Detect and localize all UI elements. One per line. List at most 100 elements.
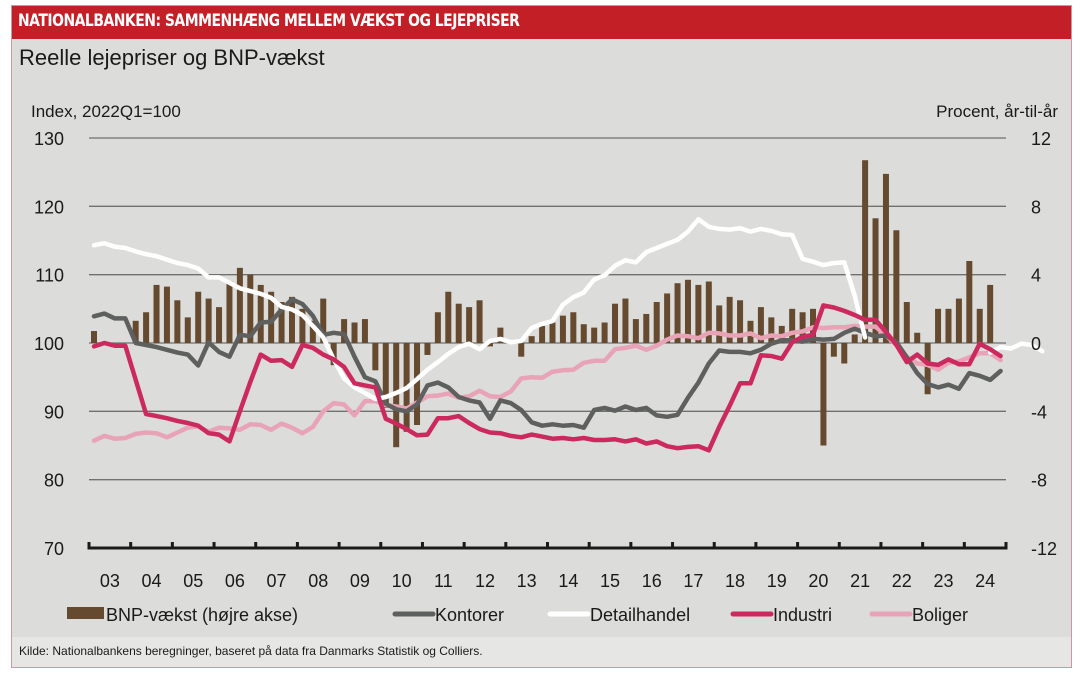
- bnp-bar: [820, 343, 827, 446]
- bnp-bar: [914, 332, 921, 343]
- bnp-bar: [247, 274, 254, 343]
- y-axis-right-label: Procent, år-til-år: [936, 102, 1058, 121]
- y-right-tick-label: -8: [1031, 471, 1047, 491]
- bnp-bar: [768, 317, 775, 343]
- x-tick-label: 11: [434, 571, 453, 591]
- bnp-bar: [924, 343, 931, 395]
- bnp-bar: [622, 298, 629, 343]
- x-tick-label: 15: [600, 571, 620, 591]
- legend-kontorer: Kontorer: [392, 605, 504, 625]
- bnp-bar: [851, 334, 858, 343]
- bnp-bar: [632, 319, 639, 343]
- boliger-line: [91, 323, 1003, 443]
- bnp-bar: [872, 218, 879, 343]
- bnp-bar: [424, 343, 431, 355]
- bnp-bar: [882, 173, 889, 343]
- bnp-bar: [528, 336, 535, 343]
- bnp-bar: [309, 320, 316, 343]
- detailhandel-line: [987, 341, 1045, 355]
- x-tick-label: 21: [850, 571, 870, 591]
- bnp-bar: [955, 298, 962, 343]
- x-tick-label: 19: [767, 571, 787, 591]
- bnp-bar: [591, 327, 598, 343]
- industri-line: [91, 303, 1003, 453]
- x-tick-label: 24: [975, 571, 995, 591]
- legend-label: Boliger: [912, 605, 968, 625]
- bnp-bar: [976, 308, 983, 343]
- x-tick-label: 12: [475, 571, 495, 591]
- bnp-bar: [143, 312, 150, 343]
- banner: NATIONALBANKEN: SAMMENHÆNG MELLEM VÆKST …: [12, 6, 1071, 39]
- y-left-tick-label: 80: [44, 471, 64, 491]
- bnp-bar: [935, 308, 942, 343]
- bnp-bar: [987, 284, 994, 343]
- bnp-bar: [299, 308, 306, 343]
- bnp-bar: [341, 319, 348, 343]
- x-tick-label: 04: [142, 571, 162, 591]
- x-tick-label: 03: [100, 571, 120, 591]
- bnp-bar: [288, 296, 295, 343]
- bnp-bar: [268, 291, 275, 343]
- y-left-tick-label: 70: [44, 539, 64, 559]
- bnp-bar: [466, 307, 473, 343]
- legend-swatch: [67, 607, 104, 619]
- bnp-bar: [862, 160, 869, 343]
- bnp-bar: [559, 315, 566, 343]
- bnp-bar: [476, 300, 483, 343]
- series-lines: [91, 217, 1045, 453]
- x-tick-label: 13: [517, 571, 537, 591]
- x-tick-label: 22: [892, 571, 912, 591]
- bnp-bar: [382, 343, 389, 408]
- legend-industri: Industri: [730, 605, 832, 625]
- legend-boliger: Boliger: [869, 605, 968, 625]
- legend-label: BNP-vækst (højre akse): [106, 605, 298, 625]
- x-tick-label: 09: [350, 571, 370, 591]
- bnp-bar: [539, 325, 546, 343]
- bnp-bar: [601, 322, 608, 343]
- x-tick-label: 23: [933, 571, 953, 591]
- bnp-bar: [903, 302, 910, 343]
- bnp-bar: [580, 324, 587, 343]
- source-bar: Kilde: Nationalbankens beregninger, base…: [12, 637, 1071, 667]
- bnp-bar: [653, 302, 660, 343]
- y-right-tick-label: 0: [1031, 334, 1041, 354]
- bnp-bar: [549, 322, 556, 343]
- bnp-bar: [163, 286, 170, 343]
- bnp-bar: [184, 317, 191, 343]
- bnp-bar: [445, 291, 452, 343]
- bnp-bar: [966, 261, 973, 343]
- x-tick-label: 17: [683, 571, 703, 591]
- legend-label: Industri: [773, 605, 832, 625]
- bnp-bar: [497, 327, 504, 343]
- y-left-tick-label: 130: [34, 129, 64, 149]
- x-tick-label: 16: [642, 571, 662, 591]
- bnp-bar: [132, 320, 139, 343]
- x-tick-label: 14: [558, 571, 578, 591]
- y-left-tick-label: 110: [35, 266, 64, 286]
- legend-label: Kontorer: [435, 605, 504, 625]
- bnp-bar: [570, 312, 577, 343]
- bnp-bar: [257, 284, 264, 343]
- x-tick-label: 08: [308, 571, 328, 591]
- bnp-bar: [434, 312, 441, 343]
- bnp-bar: [195, 291, 202, 343]
- bnp-bar: [643, 313, 650, 343]
- bnp-bar: [414, 343, 421, 425]
- bnp-bar: [372, 343, 379, 371]
- bnp-bar: [174, 300, 181, 343]
- bnp-bar: [278, 302, 285, 343]
- bnp-bar: [945, 308, 952, 343]
- bnp-bar: [705, 281, 712, 343]
- banner-title: NATIONALBANKEN: SAMMENHÆNG MELLEM VÆKST …: [18, 11, 520, 31]
- y-right-tick-label: 8: [1031, 197, 1041, 217]
- x-tick-label: 05: [183, 571, 203, 591]
- bnp-bar: [674, 283, 681, 343]
- bnp-bar: [518, 343, 525, 357]
- y-axis-left-label: Index, 2022Q1=100: [31, 102, 181, 121]
- bnp-bar: [216, 307, 223, 343]
- x-tick-label: 20: [808, 571, 828, 591]
- bnp-bar: [799, 312, 806, 343]
- legend-bnp: BNP-vækst (højre akse): [67, 605, 298, 625]
- y-left-tick-label: 90: [44, 402, 64, 422]
